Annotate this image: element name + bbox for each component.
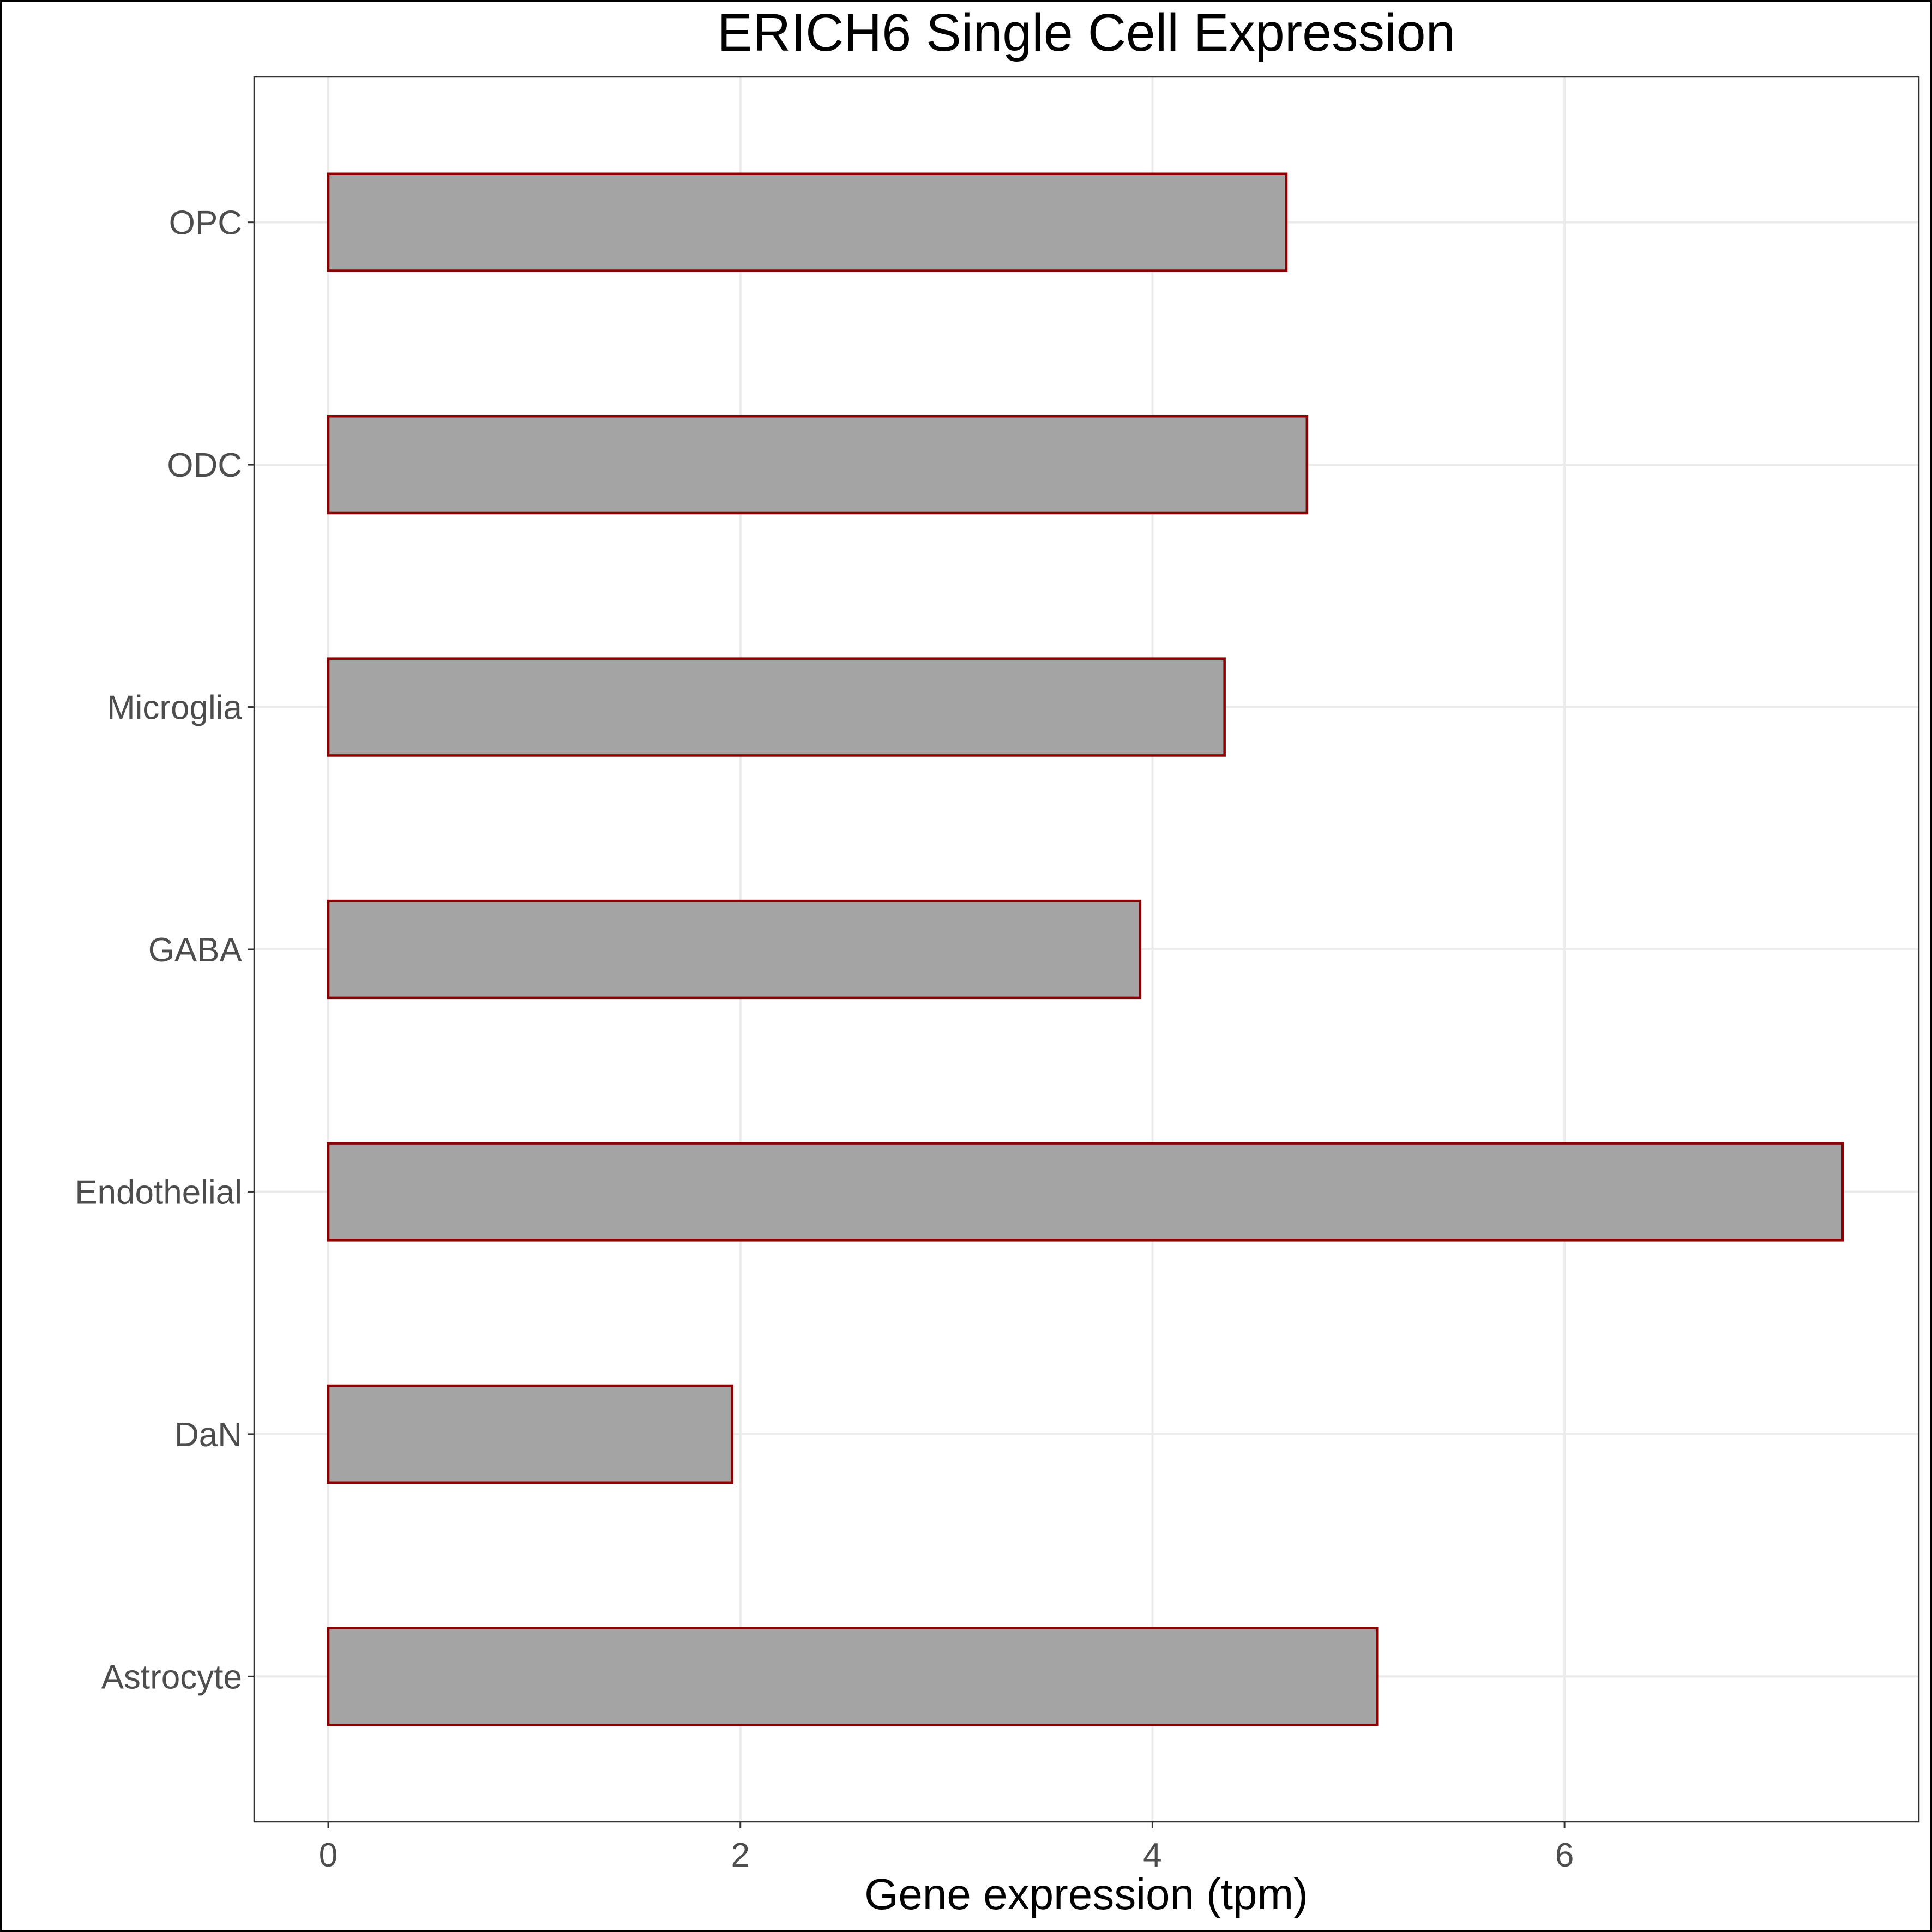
label-layer: Astrocyte DaN Endothelial GABA Microglia ODC O…	[75, 204, 1574, 1874]
bar-microglia	[327, 657, 1226, 757]
x-tick-label-2: 2	[731, 1837, 749, 1874]
y-tick-label-gaba: GABA	[148, 931, 243, 969]
y-tick-label-astrocyte: Astrocyte	[101, 1658, 242, 1696]
x-tick-label-0: 0	[319, 1837, 338, 1874]
bar-opc	[327, 172, 1288, 272]
bar-odc	[327, 414, 1309, 515]
x-tick-label-6: 6	[1555, 1837, 1574, 1874]
y-tick-label-odc: ODC	[167, 447, 242, 484]
chart-title: ERICH6 Single Cell Expression	[717, 3, 1455, 62]
y-tick-label-opc: OPC	[169, 204, 242, 242]
bar-endothelial	[327, 1142, 1844, 1242]
tick-layer	[248, 221, 1566, 1828]
y-tick-label-endothelial: Endothelial	[75, 1173, 242, 1211]
bar-gaba	[327, 899, 1141, 1000]
x-axis-label: Gene expression (tpm)	[864, 1870, 1308, 1918]
bar-astrocyte	[327, 1627, 1379, 1726]
x-tick-label-4: 4	[1143, 1837, 1161, 1874]
bar-layer	[327, 172, 1844, 1726]
bar-dan	[327, 1384, 733, 1484]
y-tick-label-dan: DaN	[174, 1416, 242, 1454]
y-tick-label-microglia: Microglia	[107, 689, 243, 727]
